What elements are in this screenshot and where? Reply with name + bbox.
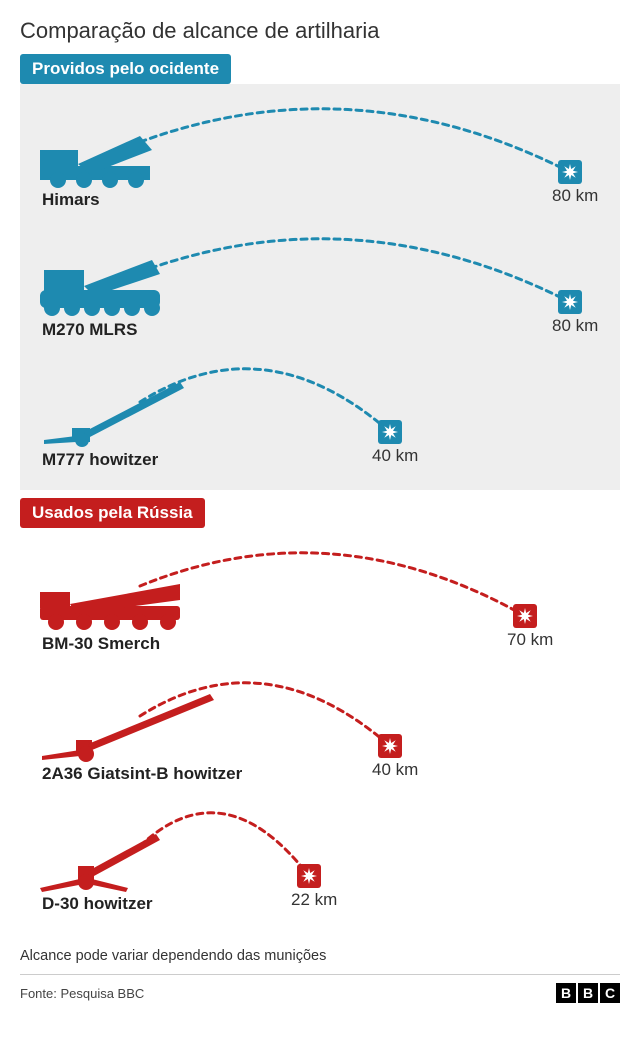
weapon-row: D-30 howitzer 22 km [30, 798, 610, 928]
section-body: Himars 80 km M270 MLRS 80 km M777 howitzer 40… [20, 84, 620, 490]
footnote: Alcance pode variar dependendo das muniç… [20, 942, 620, 964]
bbc-logo-box: B [578, 983, 598, 1003]
weapon-name: M777 howitzer [42, 450, 158, 470]
weapon-row: Himars 80 km [30, 94, 610, 224]
weapon-row: BM-30 Smerch 70 km [30, 538, 610, 668]
weapon-name: 2A36 Giatsint-B howitzer [42, 764, 242, 784]
weapon-name: M270 MLRS [42, 320, 137, 340]
section-west: Providos pelo ocidenteHimars80 kmM270 ML… [20, 54, 620, 490]
bbc-logo: B B C [556, 983, 620, 1003]
section-header: Providos pelo ocidente [20, 54, 231, 84]
section-body: BM-30 Smerch 70 km 2A36 Giatsint-B howitze… [20, 528, 620, 934]
range-label: 70 km [507, 630, 553, 650]
weapon-name: D-30 howitzer [42, 894, 153, 914]
section-russia: Usados pela Rússia BM-30 Smerch 70 km 2A36 … [20, 498, 620, 934]
weapon-row: M777 howitzer 40 km [30, 354, 610, 484]
bbc-logo-box: B [556, 983, 576, 1003]
weapon-name: Himars [42, 190, 100, 210]
weapon-row: M270 MLRS 80 km [30, 224, 610, 354]
range-label: 40 km [372, 760, 418, 780]
weapon-row: 2A36 Giatsint-B howitzer 40 km [30, 668, 610, 798]
source-label: Fonte: Pesquisa BBC [20, 986, 144, 1001]
range-label: 22 km [291, 890, 337, 910]
trajectory-svg [30, 94, 610, 224]
page-title: Comparação de alcance de artilharia [20, 18, 620, 44]
bbc-logo-box: C [600, 983, 620, 1003]
range-label: 80 km [552, 316, 598, 336]
range-label: 40 km [372, 446, 418, 466]
footer: Fonte: Pesquisa BBC B B C [20, 974, 620, 1003]
section-header: Usados pela Rússia [20, 498, 205, 528]
weapon-name: BM-30 Smerch [42, 634, 160, 654]
sections-container: Providos pelo ocidenteHimars80 kmM270 ML… [20, 54, 620, 934]
range-label: 80 km [552, 186, 598, 206]
